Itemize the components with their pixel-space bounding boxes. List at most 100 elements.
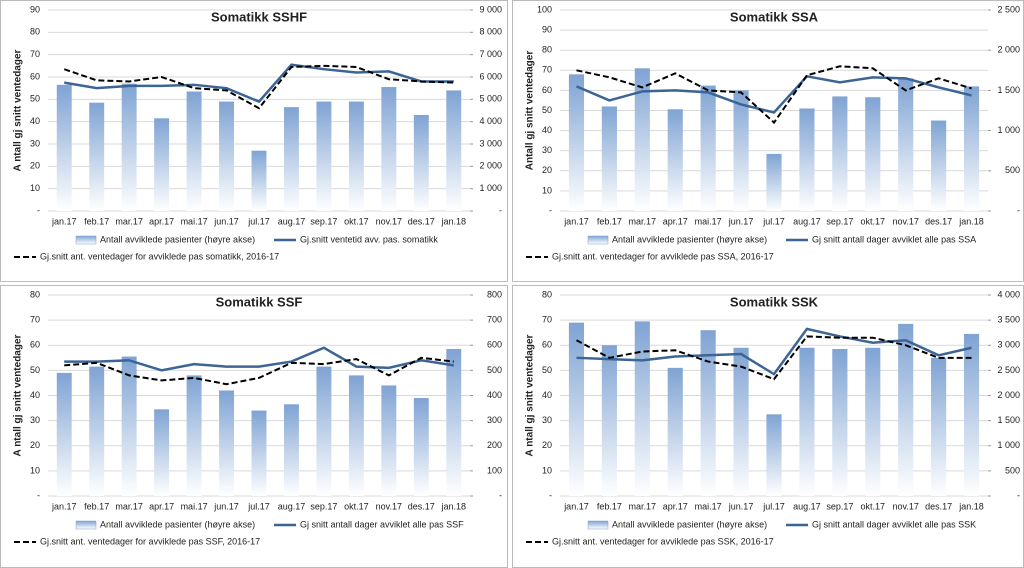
bar <box>316 366 332 496</box>
y2-tick-label: 500 <box>487 365 502 375</box>
legend-swatch <box>75 520 97 530</box>
bar <box>186 375 202 496</box>
x-tick-label: nov.17 <box>893 216 919 226</box>
y2-tick-label: 2 000 <box>997 45 1020 55</box>
bar <box>381 385 397 496</box>
bar <box>283 107 299 211</box>
chart-title: Somatikk SSHF <box>211 9 307 24</box>
bar <box>963 333 980 496</box>
chart-title: Somatikk SSF <box>216 294 303 309</box>
bar <box>733 347 749 496</box>
line <box>575 335 972 381</box>
bar <box>219 101 235 211</box>
x-tick-label: feb.17 <box>84 216 109 226</box>
x-tick-label: des.17 <box>925 216 952 226</box>
bar <box>832 96 848 211</box>
y2-tick-label: 600 <box>487 340 502 350</box>
legend-label: Gj.snitt ventetid avv. pas. somatikk <box>300 234 438 244</box>
line <box>64 63 454 104</box>
x-tick-label: aug.17 <box>278 216 306 226</box>
x-tick-label: sep.17 <box>310 216 337 226</box>
bar <box>251 150 267 211</box>
bar <box>799 347 815 496</box>
x-tick-label: jul.17 <box>762 501 785 511</box>
bar <box>634 321 650 496</box>
x-tick-label: mai.17 <box>695 501 722 511</box>
y2-tick-label: 2 500 <box>997 365 1020 375</box>
bar <box>446 349 462 496</box>
y2-tick-label: 7 000 <box>479 49 502 59</box>
y2-tick-label: 4 000 <box>997 289 1020 299</box>
y-tick-label: 40 <box>542 390 552 400</box>
chart-title: Somatikk SSK <box>730 294 819 309</box>
y-tick-label: 50 <box>30 94 40 104</box>
y-tick-label: 60 <box>30 71 40 81</box>
legend-label: Gj snitt antall dager avviklet alle pas … <box>300 519 464 529</box>
y2-tick-label: 2 000 <box>997 390 1020 400</box>
x-tick-label: aug.17 <box>793 501 821 511</box>
bar <box>413 114 429 211</box>
bar <box>251 410 267 496</box>
bar <box>931 357 947 496</box>
bar <box>154 118 170 211</box>
y-tick-label: 20 <box>30 161 40 171</box>
legend-label: Gj snitt antall dager avviklet alle pas … <box>812 519 976 529</box>
y-tick-label: 50 <box>542 365 552 375</box>
line <box>575 74 972 114</box>
bar <box>865 97 881 211</box>
y-tick-label: 80 <box>30 27 40 37</box>
bar <box>348 375 364 496</box>
y-tick-label: 70 <box>30 315 40 325</box>
x-tick-label: jan.18 <box>441 501 467 511</box>
x-tick-label: apr.17 <box>663 216 688 226</box>
y-tick-label: 90 <box>30 4 40 14</box>
y2-tick-label: 8 000 <box>479 27 502 37</box>
x-tick-label: jun.17 <box>728 216 754 226</box>
x-tick-label: sep.17 <box>826 216 853 226</box>
y2-tick-label: 400 <box>487 390 502 400</box>
y-tick-label: 70 <box>30 49 40 59</box>
bar <box>865 347 881 496</box>
x-tick-label: mar.17 <box>629 216 657 226</box>
y2-tick-label: 800 <box>487 289 502 299</box>
x-tick-label: jun.17 <box>728 501 754 511</box>
y-tick-label: 10 <box>30 183 40 193</box>
y2-tick-label: 1 000 <box>997 440 1020 450</box>
bar <box>121 356 137 496</box>
x-tick-label: jan.17 <box>563 216 589 226</box>
y2-tick-label: - <box>499 205 502 215</box>
legend-label: Antall avviklede pasienter (høyre akse) <box>612 519 767 529</box>
legend-label: Antall avviklede pasienter (høyre akse) <box>100 519 255 529</box>
bar <box>316 101 332 211</box>
line <box>63 64 454 110</box>
x-tick-label: sep.17 <box>310 501 337 511</box>
x-tick-label: apr.17 <box>663 501 688 511</box>
x-tick-label: nov.17 <box>893 501 919 511</box>
y-tick-label: 60 <box>542 340 552 350</box>
bar <box>56 84 72 211</box>
y-tick-label: - <box>549 490 552 500</box>
legend-label: Gj snitt antall dager avviklet alle pas … <box>812 234 976 244</box>
x-tick-label: okt.17 <box>344 216 369 226</box>
y2-tick-label: 200 <box>487 440 502 450</box>
legend-swatch <box>75 235 97 245</box>
y2-tick-label: 100 <box>487 465 502 475</box>
bar <box>568 322 585 496</box>
y-tick-label: 30 <box>542 415 552 425</box>
x-tick-label: mar.17 <box>629 501 657 511</box>
x-tick-label: apr.17 <box>149 216 174 226</box>
y-tick-label: 40 <box>30 390 40 400</box>
legend-label: Antall avviklede pasienter (høyre akse) <box>612 234 767 244</box>
y-tick-label: 10 <box>542 185 552 195</box>
bar <box>667 109 683 211</box>
y2-tick-label: 700 <box>487 315 502 325</box>
x-tick-label: feb.17 <box>597 216 622 226</box>
bar <box>381 87 397 211</box>
y-tick-label: 70 <box>542 65 552 75</box>
y-tick-label: 30 <box>30 138 40 148</box>
x-tick-label: mar.17 <box>115 216 143 226</box>
y2-tick-label: 5 000 <box>479 94 502 104</box>
y-tick-label: 10 <box>30 465 40 475</box>
bar <box>89 102 105 211</box>
bar <box>89 366 105 496</box>
